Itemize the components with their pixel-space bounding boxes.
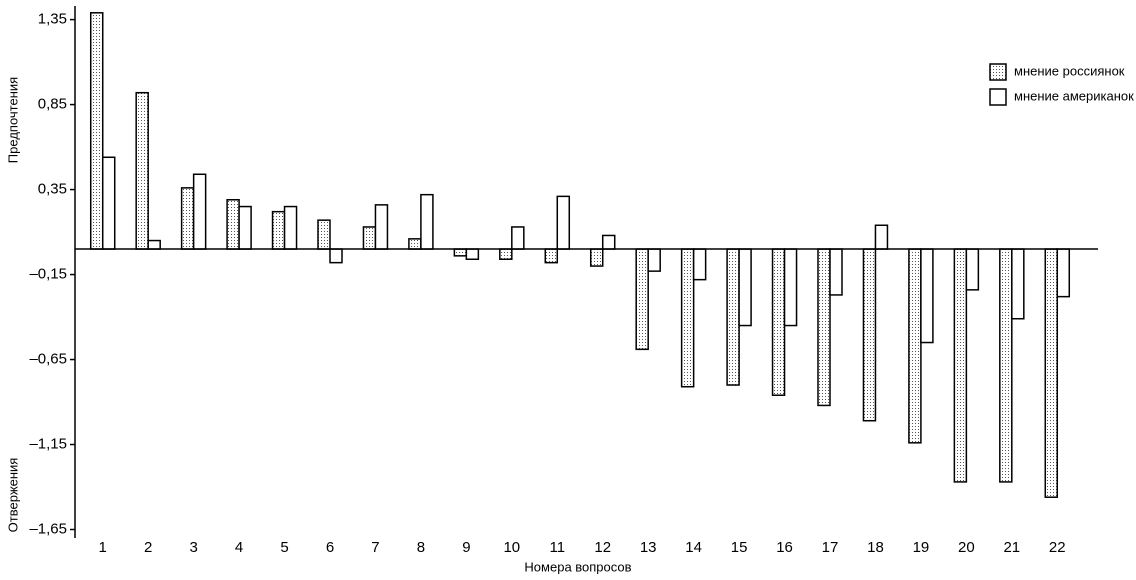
x-tick-label: 18 — [867, 539, 884, 556]
bar — [89, 12, 104, 250]
y-tick-label: 0,85 — [38, 96, 67, 113]
bar — [420, 193, 434, 250]
bar — [738, 248, 752, 327]
x-tick-label: 4 — [235, 539, 243, 556]
x-tick-label: 12 — [594, 539, 611, 556]
bar — [692, 248, 707, 281]
bar — [862, 248, 877, 422]
x-tick-label: 6 — [326, 539, 334, 556]
bar — [465, 248, 480, 261]
y-tick-label: 1,35 — [38, 11, 67, 28]
bar — [499, 248, 513, 261]
x-tick-label: 17 — [822, 539, 839, 556]
legend-label: мнение американок — [1014, 88, 1134, 103]
bar — [180, 187, 195, 250]
bar — [908, 248, 922, 444]
x-tick-label: 13 — [640, 539, 657, 556]
bar — [680, 248, 695, 388]
bar — [192, 173, 207, 250]
y-tick-label: 0,35 — [38, 181, 67, 198]
y-tick-label: –1,15 — [29, 435, 67, 452]
x-label: Номера вопросов — [524, 559, 631, 574]
bar — [817, 248, 831, 407]
x-tick-label: 20 — [958, 539, 975, 556]
bar — [226, 199, 240, 250]
bar — [589, 248, 604, 267]
bar — [829, 248, 843, 296]
x-tick-label: 19 — [913, 539, 930, 556]
bar — [147, 239, 161, 250]
bar — [329, 248, 343, 264]
legend-label: мнение россиянок — [1014, 63, 1125, 78]
x-tick-label: 9 — [462, 539, 470, 556]
bar — [317, 219, 331, 250]
bar — [635, 248, 649, 351]
x-tick-label: 8 — [417, 539, 425, 556]
bar — [101, 156, 116, 250]
y-tick-label: –1,65 — [29, 520, 67, 537]
bar — [783, 248, 798, 327]
bar — [874, 224, 889, 250]
bar — [726, 248, 740, 386]
y-label-bottom: Отвержения — [5, 458, 20, 533]
legend-swatch — [989, 88, 1007, 106]
x-tick-label: 15 — [731, 539, 748, 556]
x-tick-label: 22 — [1049, 539, 1066, 556]
bar — [374, 204, 389, 250]
bar — [135, 91, 149, 250]
bar — [362, 226, 377, 250]
bar — [238, 205, 252, 250]
y-tick-label: –0,65 — [29, 351, 67, 368]
x-tick-label: 1 — [99, 539, 107, 556]
x-tick-label: 11 — [549, 539, 565, 556]
x-tick-label: 16 — [776, 539, 793, 556]
bar — [283, 205, 298, 250]
bar — [920, 248, 934, 344]
bar — [647, 248, 661, 272]
bar — [1056, 248, 1071, 298]
bar — [408, 238, 422, 250]
bar — [453, 248, 468, 257]
bar — [544, 248, 559, 264]
bar — [1011, 248, 1025, 320]
y-label-top: Предпочтения — [5, 77, 20, 163]
x-tick-label: 5 — [280, 539, 288, 556]
x-tick-label: 21 — [1003, 539, 1020, 556]
bar — [771, 248, 786, 396]
x-tick-label: 7 — [371, 539, 379, 556]
y-tick-label: –0,15 — [29, 266, 67, 283]
bar — [601, 234, 616, 250]
legend-swatch — [989, 63, 1007, 81]
x-tick-label: 10 — [503, 539, 520, 556]
x-tick-label: 3 — [189, 539, 197, 556]
bar — [999, 248, 1013, 483]
bar — [511, 226, 525, 250]
bar — [271, 210, 286, 250]
x-tick-label: 2 — [144, 539, 152, 556]
bar — [965, 248, 980, 291]
x-tick-label: 14 — [685, 539, 702, 556]
bar — [953, 248, 968, 483]
bar — [1044, 248, 1059, 498]
bar — [556, 195, 571, 250]
